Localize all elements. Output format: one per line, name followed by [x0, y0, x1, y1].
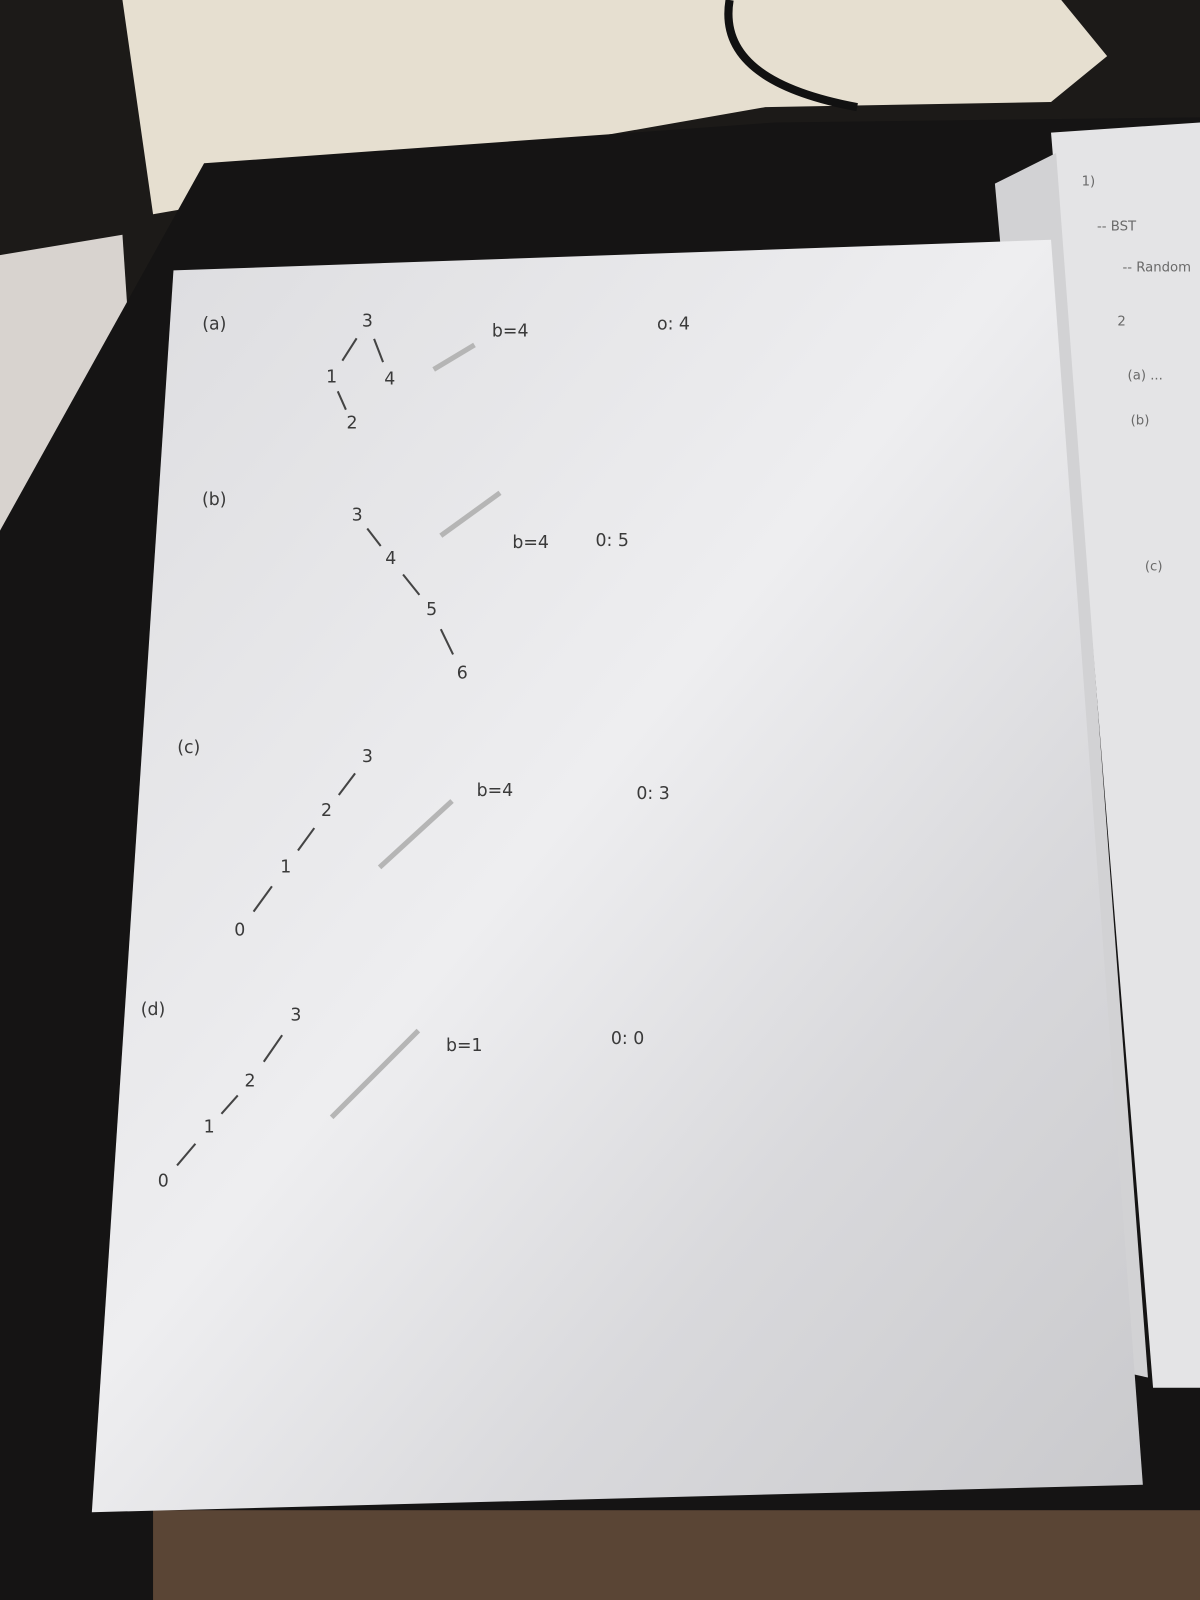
- output-note: o: 4: [657, 314, 690, 334]
- tree-edge: [341, 337, 358, 362]
- height-note: b=4: [477, 781, 514, 801]
- tree-node: 5: [426, 600, 437, 620]
- tree-edge: [262, 1034, 283, 1063]
- side-note: 1): [1082, 175, 1096, 190]
- output-note: 0: 3: [636, 784, 669, 804]
- tree-node: 2: [244, 1072, 255, 1092]
- side-note: (b): [1131, 413, 1150, 428]
- tree-node: 3: [290, 1005, 301, 1025]
- tree-node: 2: [347, 413, 358, 433]
- tree-node: 6: [457, 663, 468, 683]
- tree-edge: [366, 527, 382, 547]
- output-note: 0: 5: [596, 531, 629, 551]
- tree-node: 4: [385, 549, 396, 569]
- tree-node: 1: [204, 1118, 215, 1138]
- slash: [439, 490, 502, 538]
- tree-node: 0: [158, 1172, 169, 1192]
- section-label: (a): [202, 314, 226, 334]
- side-note: -- Random: [1122, 260, 1191, 275]
- height-note: b=1: [446, 1036, 483, 1056]
- tree-node: 3: [362, 311, 373, 331]
- tree-node: 4: [384, 370, 395, 390]
- slash-marks: [329, 342, 502, 1120]
- section-label: (b): [202, 490, 227, 510]
- paper-sheet: [91, 239, 1143, 1513]
- output-note: 0: 0: [611, 1029, 644, 1049]
- tree-edge: [176, 1143, 197, 1167]
- tree-edge: [402, 573, 421, 596]
- tree-edge: [337, 772, 356, 796]
- tree-node: 1: [280, 857, 291, 877]
- tree-node: 1: [326, 368, 337, 388]
- height-note: b=4: [492, 322, 529, 342]
- tree-node: 2: [321, 801, 332, 821]
- cable: [724, 0, 858, 112]
- slash: [377, 799, 454, 870]
- side-paper: [1051, 122, 1200, 1388]
- tree-edge: [336, 390, 347, 411]
- side-note: (a) ...: [1128, 369, 1163, 384]
- tree-edge: [439, 628, 454, 655]
- slash: [432, 342, 476, 372]
- height-note: b=4: [512, 533, 549, 553]
- side-note: (c): [1145, 559, 1163, 574]
- tree-edge: [220, 1094, 239, 1115]
- slash: [329, 1028, 421, 1120]
- section-label: (d): [141, 1000, 166, 1020]
- carpet: [153, 1510, 1200, 1600]
- section-label: (c): [177, 738, 200, 758]
- side-note: 2: [1117, 314, 1125, 329]
- tree-node: 3: [352, 505, 363, 525]
- side-note: -- BST: [1097, 220, 1137, 235]
- tree-edge: [297, 827, 316, 852]
- tree-node: 3: [362, 747, 373, 767]
- tree-edge: [252, 885, 273, 913]
- tree-node: 0: [234, 921, 245, 941]
- tree-edge: [373, 338, 385, 363]
